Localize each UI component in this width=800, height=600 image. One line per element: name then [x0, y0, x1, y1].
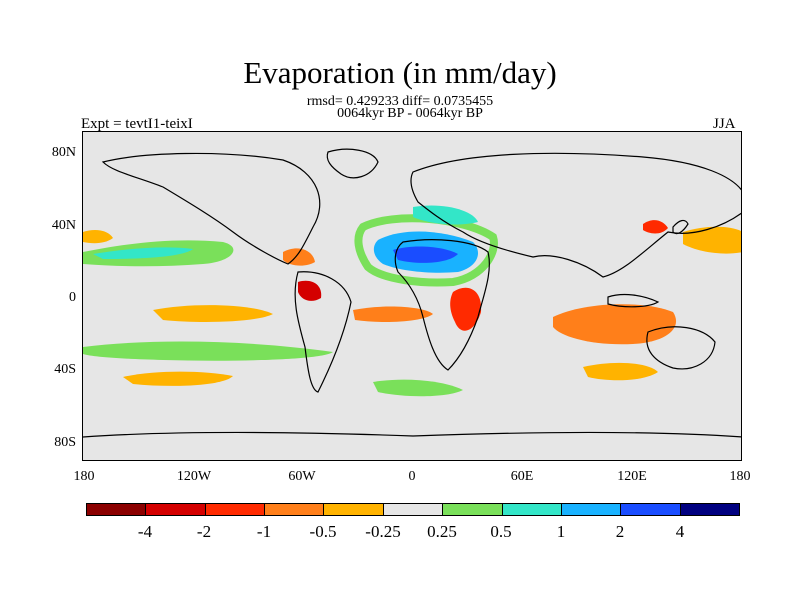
season-label: JJA [713, 116, 736, 132]
colorbar-swatch [680, 504, 739, 515]
colorbar-label: -4 [137, 522, 153, 541]
southern-ocean-negative [123, 371, 233, 386]
continent-outlines [83, 148, 741, 438]
colorbar-label: -2 [196, 522, 212, 541]
colorbar-label: -0.25 [365, 522, 401, 541]
antarctica-outline [83, 431, 741, 438]
tropical-atlantic-negative [353, 306, 433, 322]
africa-outline [394, 239, 490, 371]
south-america-red [298, 280, 322, 301]
field-anomalies [83, 205, 741, 397]
colorbar [86, 503, 740, 516]
lat-label-0: 0 [69, 290, 76, 305]
stats-line: rmsd= 0.429233 diff= 0.0735455 [306, 94, 494, 109]
period-line: 0064kyr BP - 0064kyr BP [337, 106, 483, 121]
eurasia-outline [410, 152, 741, 278]
colorbar-label: 0.5 [490, 522, 512, 541]
greenland-outline [326, 148, 379, 179]
colorbar-label: 4 [675, 522, 685, 541]
lon-label-120w: 120W [176, 469, 212, 484]
lat-label-80n: 80N [51, 145, 76, 160]
lon-label-0: 0 [408, 469, 416, 484]
colorbar-swatch [621, 504, 681, 515]
map-title: Evaporation (in mm/day) [243, 55, 557, 90]
south-pacific-negative [153, 305, 273, 322]
nw-pacific-negative [683, 226, 741, 254]
lon-label-180e: 180 [729, 469, 751, 484]
pacific-cyan-band [93, 247, 193, 259]
east-asia-red [643, 220, 668, 234]
north-america-outline [101, 152, 321, 265]
colorbar-label: 1 [556, 522, 566, 541]
colorbar-swatch [265, 504, 325, 515]
colorbar-swatch [87, 504, 147, 515]
evaporation-map [82, 131, 742, 461]
lon-label-180w: 180 [73, 469, 95, 484]
colorbar-swatch [205, 504, 266, 515]
south-america-outline [294, 271, 352, 393]
colorbar-label: 0.25 [427, 522, 457, 541]
south-atlantic-positive [373, 379, 463, 397]
lon-label-60e: 60E [510, 469, 534, 484]
indonesia-outline [607, 293, 660, 308]
ne-pacific-negative [83, 230, 113, 244]
lat-label-40n: 40N [51, 218, 76, 233]
southern-ocean-positive [83, 341, 333, 361]
australia-outline [646, 326, 716, 370]
lon-label-120e: 120E [617, 469, 647, 484]
colorbar-swatch [561, 504, 622, 515]
lat-label-80s: 80S [54, 435, 76, 450]
colorbar-swatch [502, 504, 562, 515]
lon-label-60w: 60W [288, 469, 316, 484]
lat-label-40s: 40S [54, 362, 76, 377]
atlantic-strong-positive [393, 246, 458, 263]
japan-outline [672, 219, 689, 235]
colorbar-swatch [324, 504, 384, 515]
indian-ocean-negative [553, 304, 677, 345]
colorbar-swatch [443, 504, 503, 515]
colorbar-swatch [146, 504, 206, 515]
map-canvas [83, 132, 741, 460]
experiment-label: Expt = tevtI1-teixI [81, 116, 193, 132]
colorbar-label: -1 [256, 522, 272, 541]
east-africa-negative [450, 287, 482, 331]
south-indian-negative [583, 362, 658, 381]
colorbar-label: 2 [615, 522, 625, 541]
colorbar-swatch [383, 504, 444, 515]
colorbar-label: -0.5 [309, 522, 337, 541]
